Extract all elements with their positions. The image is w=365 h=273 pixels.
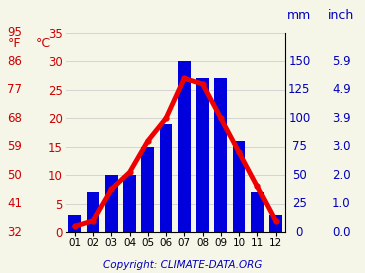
Text: °F: °F xyxy=(8,37,21,50)
Text: 3.0: 3.0 xyxy=(332,140,350,153)
Text: 75: 75 xyxy=(292,140,307,153)
Bar xyxy=(105,175,118,232)
Text: 1.0: 1.0 xyxy=(332,197,351,210)
Bar xyxy=(160,124,173,232)
Bar xyxy=(251,192,264,232)
Text: 0.0: 0.0 xyxy=(332,225,350,239)
Text: 68: 68 xyxy=(7,112,22,125)
Text: inch: inch xyxy=(328,9,354,22)
Text: 5.9: 5.9 xyxy=(332,55,351,68)
Text: 4.9: 4.9 xyxy=(332,83,351,96)
Text: 50: 50 xyxy=(292,169,307,182)
Bar xyxy=(215,78,227,232)
Text: 41: 41 xyxy=(7,197,22,210)
Bar xyxy=(196,78,209,232)
Text: 59: 59 xyxy=(7,140,22,153)
Text: 150: 150 xyxy=(288,55,310,68)
Text: °C: °C xyxy=(36,37,51,50)
Text: 77: 77 xyxy=(7,83,22,96)
Bar xyxy=(87,192,99,232)
Text: 3.9: 3.9 xyxy=(332,112,351,125)
Bar xyxy=(69,215,81,232)
Text: 2.0: 2.0 xyxy=(332,169,351,182)
Text: 50: 50 xyxy=(7,169,22,182)
Bar xyxy=(123,175,136,232)
Bar xyxy=(269,215,282,232)
Text: 125: 125 xyxy=(288,83,311,96)
Text: 32: 32 xyxy=(7,225,22,239)
Text: 25: 25 xyxy=(292,197,307,210)
Text: 86: 86 xyxy=(7,55,22,68)
Text: 0: 0 xyxy=(296,225,303,239)
Text: 100: 100 xyxy=(288,112,310,125)
Bar xyxy=(233,141,245,232)
Bar xyxy=(178,61,191,232)
Text: 95: 95 xyxy=(7,26,22,39)
Bar xyxy=(142,147,154,232)
Text: mm: mm xyxy=(287,9,311,22)
Text: Copyright: CLIMATE-DATA.ORG: Copyright: CLIMATE-DATA.ORG xyxy=(103,260,262,270)
